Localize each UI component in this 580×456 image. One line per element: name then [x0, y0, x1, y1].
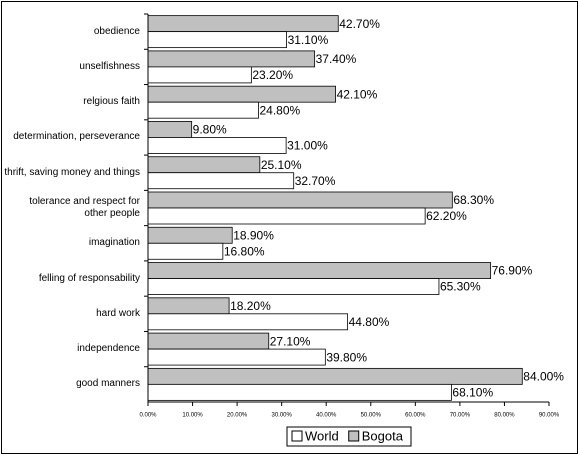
bar: [147, 367, 523, 385]
value-label: 65.30%: [440, 280, 481, 294]
category-label: thrift, saving money and things: [4, 166, 140, 178]
value-label: 31.00%: [287, 139, 328, 153]
value-label: 37.40%: [316, 52, 357, 66]
legend-swatch: [291, 430, 303, 442]
value-label: 31.10%: [288, 33, 329, 47]
bar: [147, 85, 336, 103]
legend-label: Bogota: [362, 428, 404, 443]
x-tick-label: 50.00%: [361, 413, 382, 419]
value-label: 68.10%: [452, 386, 493, 400]
category-label: felling of responsability: [38, 272, 140, 284]
value-label: 42.10%: [337, 87, 378, 101]
bar: [147, 15, 339, 33]
x-tick-label: 10.00%: [182, 413, 203, 419]
category-label: hard work: [96, 307, 140, 319]
bar: [147, 313, 349, 331]
x-tick-label: 30.00%: [271, 413, 292, 419]
value-label: 39.80%: [326, 350, 367, 364]
value-label: 44.80%: [349, 315, 390, 329]
category-label: good manners: [76, 378, 140, 390]
x-tick-label: 70.00%: [450, 413, 471, 419]
value-label: 42.70%: [339, 17, 380, 31]
value-label: 16.80%: [224, 244, 265, 258]
value-label: 23.20%: [252, 68, 293, 82]
value-label: 18.20%: [230, 299, 271, 313]
bar: [147, 121, 193, 138]
bar: [147, 156, 261, 174]
x-tick-label: 90.00%: [539, 413, 560, 419]
bar: [147, 101, 259, 119]
bar: [147, 31, 287, 49]
x-tick-label: 20.00%: [227, 413, 248, 419]
value-label: 9.80%: [193, 123, 227, 137]
value-label: 68.30%: [453, 193, 494, 207]
x-tick-label: 80.00%: [494, 413, 515, 419]
bar: [147, 172, 295, 190]
value-label: 27.10%: [270, 334, 311, 348]
x-tick-label: 60.00%: [405, 413, 426, 419]
bar: [147, 207, 426, 225]
bar: [147, 137, 287, 154]
category-label: relgious faith: [83, 96, 140, 108]
bar: [147, 332, 270, 350]
value-label: 32.70%: [295, 174, 336, 188]
bar: [147, 226, 233, 244]
category-label: unselfishness: [79, 60, 140, 72]
bar: [147, 278, 440, 295]
value-label: 76.90%: [492, 264, 533, 278]
bar: [147, 383, 452, 401]
value-label: 24.80%: [259, 103, 300, 117]
bar: [147, 50, 316, 68]
bar: [147, 348, 326, 366]
value-label: 18.90%: [233, 228, 274, 242]
category-label: imagination: [88, 237, 140, 249]
bar: [147, 297, 230, 315]
bar: [147, 191, 453, 209]
x-tick-label: 0.00%: [139, 413, 157, 419]
category-label: tolerance and respect for other people: [29, 196, 140, 219]
x-tick-label: 40.00%: [316, 413, 337, 419]
value-label: 62.20%: [426, 209, 467, 223]
category-label: independence: [77, 343, 140, 355]
legend-swatch: [348, 430, 360, 442]
category-label: determination, perseverance: [13, 131, 140, 143]
legend-label: World: [305, 428, 339, 443]
value-label: 84.00%: [523, 370, 564, 384]
value-label: 25.10%: [261, 158, 302, 172]
bar: [147, 66, 252, 84]
bar: [147, 242, 224, 260]
category-label: obedience: [93, 25, 140, 37]
bar: [147, 262, 492, 279]
